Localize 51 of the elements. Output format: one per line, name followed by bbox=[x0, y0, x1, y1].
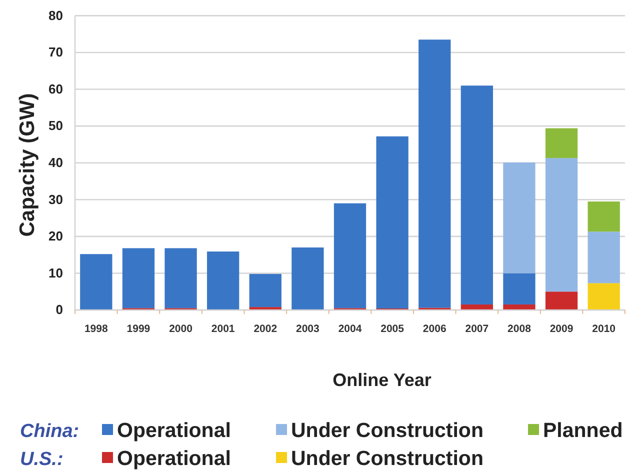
bar bbox=[545, 292, 578, 310]
x-tick-label: 2000 bbox=[169, 323, 193, 335]
x-tick-label: 2004 bbox=[338, 323, 362, 335]
bar bbox=[460, 304, 493, 310]
legend-label: Operational bbox=[117, 419, 231, 442]
y-axis-title: Capacity (GW) bbox=[16, 93, 39, 237]
x-tick-label: 2010 bbox=[592, 323, 616, 335]
bar bbox=[80, 254, 112, 310]
legend-label: Under Construction bbox=[291, 419, 484, 442]
bar bbox=[588, 201, 620, 232]
bar bbox=[292, 247, 324, 310]
x-tick-label: 2007 bbox=[465, 323, 489, 335]
y-tick-label: 60 bbox=[48, 81, 63, 96]
text: U.S.: bbox=[20, 449, 64, 470]
y-tick-label: 50 bbox=[48, 118, 63, 134]
bar bbox=[545, 128, 578, 158]
y-tick-label: 30 bbox=[48, 192, 63, 207]
legend-label: Under Construction bbox=[291, 447, 484, 470]
bar bbox=[207, 252, 240, 310]
x-tick-label: 2003 bbox=[296, 323, 320, 335]
bar bbox=[418, 40, 451, 308]
bar bbox=[503, 162, 536, 274]
text: China: bbox=[20, 421, 80, 442]
bar bbox=[588, 232, 620, 284]
legend-label: Planned bbox=[543, 419, 623, 442]
y-tick-label: 80 bbox=[48, 8, 63, 23]
bar bbox=[460, 86, 493, 304]
y-tick-label: 0 bbox=[56, 302, 63, 318]
y-tick-label: 40 bbox=[48, 155, 63, 170]
bar bbox=[376, 136, 408, 309]
y-tick-label: 10 bbox=[48, 265, 63, 280]
y-tick-label: 70 bbox=[48, 44, 63, 60]
x-tick-label: 2002 bbox=[254, 323, 278, 335]
y-tick-label: 20 bbox=[48, 228, 63, 244]
x-tick-label: 2005 bbox=[380, 323, 404, 335]
x-tick-label: 2001 bbox=[211, 323, 235, 335]
bar bbox=[334, 203, 366, 308]
bar bbox=[122, 248, 155, 308]
x-tick-label: 1998 bbox=[84, 323, 108, 335]
x-tick-label: 2009 bbox=[550, 323, 574, 335]
bar bbox=[588, 283, 620, 310]
x-tick-label: 2006 bbox=[422, 323, 446, 335]
bar bbox=[249, 274, 282, 308]
x-axis-title: Online Year bbox=[332, 370, 432, 390]
bar bbox=[545, 158, 578, 292]
x-tick-label: 1999 bbox=[126, 323, 150, 335]
bar bbox=[164, 248, 197, 308]
x-tick-label: 2008 bbox=[508, 323, 532, 335]
legend-label: Operational bbox=[117, 447, 231, 470]
bar bbox=[503, 273, 536, 304]
bar bbox=[503, 304, 536, 310]
